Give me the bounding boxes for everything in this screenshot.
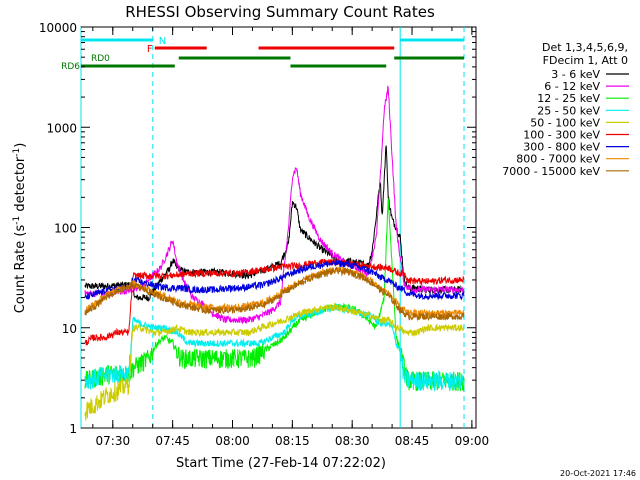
x-tick-label: 07:45: [155, 434, 190, 448]
rd6-flag-label: RD6: [61, 62, 80, 72]
legend-header-decimation: FDecim 1, Att 0: [543, 54, 628, 67]
flag-bars: NF RD0 RD6: [61, 27, 465, 428]
y-tick-label: 10000: [39, 21, 77, 35]
chart-title: RHESSI Observing Summary Count Rates: [125, 3, 435, 21]
x-tick-label: 08:15: [275, 434, 310, 448]
x-axis: 07:30 07:45 08:00 08:15 08:30 08:45 09:00: [92, 27, 490, 448]
x-axis-label: Start Time (27-Feb-14 07:22:02): [176, 456, 386, 471]
series-line: [84, 257, 465, 346]
legend-label: 50 - 100 keV: [530, 116, 600, 129]
legend-label: 12 - 25 keV: [537, 92, 600, 105]
series-line: [84, 302, 465, 421]
x-tick-label: 08:00: [215, 434, 250, 448]
legend-label: 25 - 50 keV: [537, 104, 600, 117]
legend-label: 3 - 6 keV: [551, 68, 600, 81]
night-flag-label: N: [159, 36, 166, 47]
legend-label: 7000 - 15000 keV: [502, 165, 600, 178]
y-tick-label: 1000: [46, 121, 77, 135]
flare-flag-label: F: [147, 44, 153, 55]
series-line: [84, 302, 465, 392]
rd0-flag-label: RD0: [91, 54, 110, 64]
y-tick-label: 1: [69, 422, 77, 436]
series-line: [84, 258, 465, 301]
series-line: [84, 266, 465, 318]
legend-label: 300 - 800 keV: [523, 141, 600, 154]
legend-label: 800 - 7000 keV: [516, 153, 600, 166]
series-line: [84, 267, 465, 322]
legend-label: 100 - 300 keV: [523, 129, 600, 142]
x-tick-label: 09:00: [455, 434, 490, 448]
legend-label: 6 - 12 keV: [544, 80, 600, 93]
x-tick-label: 08:45: [395, 434, 430, 448]
y-tick-label: 10: [62, 322, 77, 336]
y-axis-label: Count Rate (s-1 detector-1): [12, 143, 28, 314]
x-tick-label: 08:30: [335, 434, 370, 448]
timestamp: 20-Oct-2021 17:46: [560, 469, 636, 478]
series-lines: [84, 85, 465, 421]
series-line: [84, 85, 465, 325]
legend-header-detectors: Det 1,3,4,5,6,9,: [542, 41, 628, 54]
y-axis: 1 10 100 1000 10000: [39, 21, 476, 436]
x-tick-label: 07:30: [96, 434, 131, 448]
y-tick-label: 100: [54, 222, 77, 236]
